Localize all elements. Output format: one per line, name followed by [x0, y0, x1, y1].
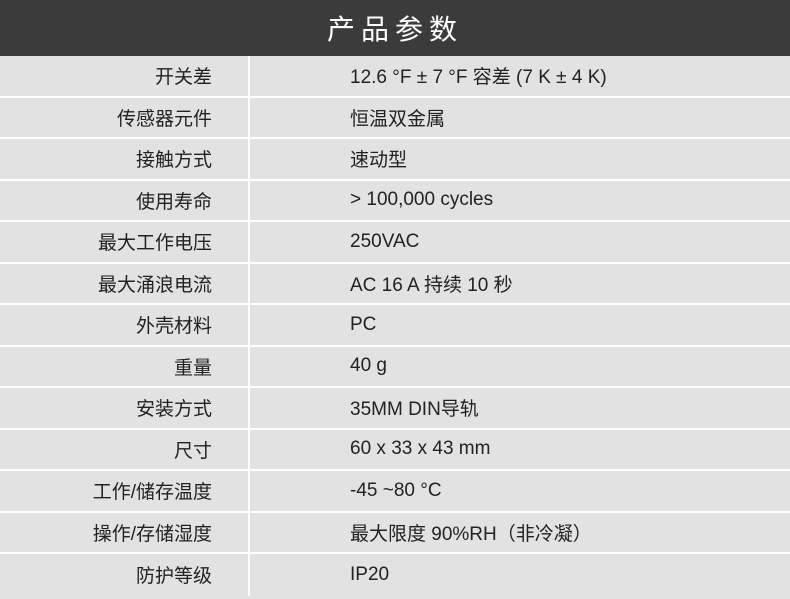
header: 产品参数 — [0, 0, 790, 56]
table-row: 最大工作电压 250VAC — [0, 222, 790, 264]
spec-value: 60 x 33 x 43 mm — [250, 430, 790, 470]
spec-label: 重量 — [0, 347, 250, 387]
spec-label: 传感器元件 — [0, 98, 250, 138]
spec-label: 接触方式 — [0, 139, 250, 179]
spec-label: 工作/储存温度 — [0, 471, 250, 511]
spec-label: 外壳材料 — [0, 305, 250, 345]
table-row: 操作/存储湿度 最大限度 90%RH（非冷凝） — [0, 513, 790, 555]
table-row: 防护等级 IP20 — [0, 554, 790, 596]
table-row: 开关差 12.6 °F ± 7 °F 容差 (7 K ± 4 K) — [0, 56, 790, 98]
spec-value: 12.6 °F ± 7 °F 容差 (7 K ± 4 K) — [250, 56, 790, 96]
spec-label: 尺寸 — [0, 430, 250, 470]
table-row: 使用寿命 > 100,000 cycles — [0, 181, 790, 223]
header-title: 产品参数 — [327, 8, 463, 48]
spec-value: 恒温双金属 — [250, 98, 790, 138]
table-row: 重量 40 g — [0, 347, 790, 389]
table-row: 传感器元件 恒温双金属 — [0, 98, 790, 140]
table-row: 尺寸 60 x 33 x 43 mm — [0, 430, 790, 472]
spec-label: 防护等级 — [0, 554, 250, 596]
spec-value: 250VAC — [250, 222, 790, 262]
spec-label: 开关差 — [0, 56, 250, 96]
spec-label: 操作/存储湿度 — [0, 513, 250, 553]
spec-value: -45 ~80 °C — [250, 471, 790, 511]
table-row: 工作/储存温度 -45 ~80 °C — [0, 471, 790, 513]
table-row: 接触方式 速动型 — [0, 139, 790, 181]
table-row: 安装方式 35MM DIN导轨 — [0, 388, 790, 430]
spec-value: 速动型 — [250, 139, 790, 179]
spec-label: 最大工作电压 — [0, 222, 250, 262]
spec-value: 40 g — [250, 347, 790, 387]
spec-label: 使用寿命 — [0, 181, 250, 221]
spec-table: 开关差 12.6 °F ± 7 °F 容差 (7 K ± 4 K) 传感器元件 … — [0, 56, 790, 596]
spec-label: 安装方式 — [0, 388, 250, 428]
spec-value: 最大限度 90%RH（非冷凝） — [250, 513, 790, 553]
spec-value: PC — [250, 305, 790, 345]
spec-value: > 100,000 cycles — [250, 181, 790, 221]
table-row: 外壳材料 PC — [0, 305, 790, 347]
table-row: 最大涌浪电流 AC 16 A 持续 10 秒 — [0, 264, 790, 306]
spec-label: 最大涌浪电流 — [0, 264, 250, 304]
spec-value: IP20 — [250, 554, 790, 596]
spec-value: AC 16 A 持续 10 秒 — [250, 264, 790, 304]
spec-value: 35MM DIN导轨 — [250, 388, 790, 428]
